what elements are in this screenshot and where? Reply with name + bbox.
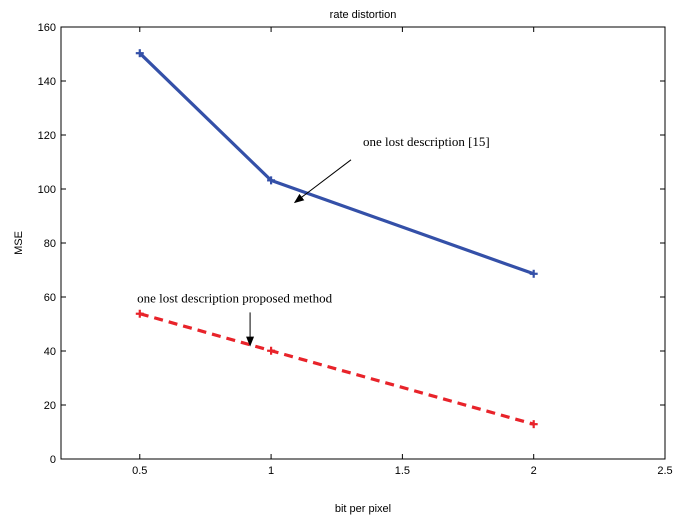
annotation-label: one lost description [15]	[363, 134, 490, 149]
y-axis-ticks: 0 20 40 60 80 100 120 140 160	[38, 22, 665, 466]
annotation-label: one lost description proposed method	[137, 290, 332, 305]
series-1-point	[135, 49, 144, 58]
chart-title: rate distortion	[330, 9, 397, 21]
x-tick-label: 1.5	[395, 465, 410, 477]
y-tick-label: 0	[50, 454, 56, 466]
x-tick-label: 2	[531, 465, 537, 477]
x-axis-ticks: 0.5 1 1.5 2 2.5	[132, 27, 673, 477]
series-2-point	[267, 346, 276, 355]
plot-area	[60, 26, 666, 460]
x-tick-label: 1	[268, 465, 274, 477]
series-1-point	[529, 269, 538, 278]
y-tick-label: 120	[38, 130, 56, 142]
y-axis-label: MSE	[13, 231, 25, 255]
x-axis-label: bit per pixel	[335, 503, 391, 515]
y-tick-label: 140	[38, 76, 56, 88]
y-tick-label: 160	[38, 22, 56, 34]
x-tick-label: 2.5	[657, 465, 672, 477]
series-1-point	[267, 176, 276, 185]
annotation-layer: one lost description [15] one lost descri…	[137, 134, 490, 347]
series-layer	[135, 49, 538, 429]
y-tick-label: 100	[38, 184, 56, 196]
y-tick-label: 20	[44, 400, 56, 412]
annotation-arrow	[293, 159, 352, 204]
y-tick-label: 40	[44, 346, 56, 358]
x-tick-label: 0.5	[132, 465, 147, 477]
series-2-point	[529, 420, 538, 429]
y-tick-label: 80	[44, 238, 56, 250]
series-2-point	[135, 309, 144, 318]
y-tick-label: 60	[44, 292, 56, 304]
